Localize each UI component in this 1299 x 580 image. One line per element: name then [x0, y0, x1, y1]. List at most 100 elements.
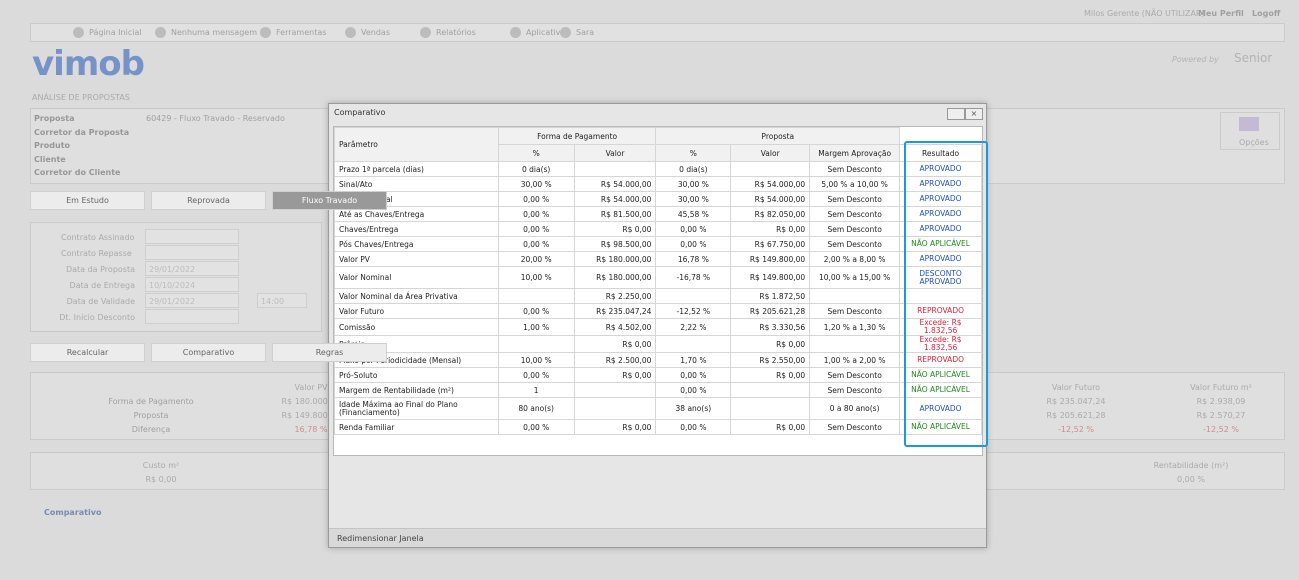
- value-cell: 0,00 %: [655, 382, 732, 398]
- value-cell: 38 ano(s): [655, 397, 732, 420]
- action-button[interactable]: Regras: [272, 343, 387, 362]
- param-cell: Valor Nominal da Área Privativa: [334, 288, 499, 304]
- value-cell: 1,20 % a 1,30 %: [809, 318, 901, 336]
- value-cell: 2,22 %: [655, 318, 732, 336]
- action-button[interactable]: Recalcular: [30, 343, 145, 362]
- filter-label: Data de Validade: [66, 297, 135, 306]
- value-cell: 0,00 %: [655, 221, 732, 237]
- filter-input[interactable]: [145, 245, 239, 260]
- value-cell: R$ 54.000,00: [730, 191, 811, 207]
- filter-input[interactable]: 29/01/2022: [145, 293, 239, 308]
- summary-value: R$ 235.047,24: [1046, 397, 1106, 406]
- menu-item[interactable]: Nenhuma mensagem: [171, 28, 258, 37]
- filter-input[interactable]: [145, 229, 239, 244]
- value-cell: 0,00 %: [497, 236, 575, 252]
- maximize-button[interactable]: [947, 108, 965, 120]
- menu-item[interactable]: Vendas: [361, 28, 390, 37]
- resize-label[interactable]: Redimensionar Janela: [337, 534, 424, 543]
- table-row: Valor Nominal da Área Privativa R$ 2.250,…: [334, 288, 982, 304]
- menu-item[interactable]: Relatórios: [436, 28, 476, 37]
- value-cell: 45,58 %: [655, 206, 732, 222]
- value-cell: R$ 0,00: [730, 419, 811, 435]
- value-cell: Sem Desconto: [809, 419, 901, 435]
- menu-item[interactable]: Sara: [576, 28, 595, 37]
- summary-row-label: Diferença: [131, 425, 171, 434]
- summary-row-label: Proposta: [133, 411, 169, 420]
- profile-link[interactable]: Meu Perfil: [1198, 9, 1244, 18]
- action-button[interactable]: Comparativo: [151, 343, 266, 362]
- result-cell: Excede: R$ 1.832,56: [899, 318, 982, 336]
- table-row: Renda Familiar 0,00 % R$ 0,00 0,00 % R$ 0,00…: [334, 419, 982, 435]
- value-cell: 0,00 %: [497, 419, 575, 435]
- summary2-header: Rentabilidade (m²): [1153, 461, 1229, 470]
- filter-input[interactable]: 29/01/2022: [145, 261, 239, 276]
- value-cell: Sem Desconto: [809, 303, 901, 319]
- value-cell: [573, 382, 657, 398]
- summary-value: 16,78 %: [294, 425, 328, 434]
- tab[interactable]: Reprovada: [151, 191, 266, 210]
- logoff-link[interactable]: Logoff: [1252, 9, 1281, 18]
- summary-value: -12,52 %: [1058, 425, 1094, 434]
- value-cell: 0 a 80 ano(s): [809, 397, 901, 420]
- result-cell: APROVADO: [899, 251, 982, 267]
- value-cell: R$ 0,00: [573, 419, 657, 435]
- result-cell: NÃO APLICÁVEL: [899, 419, 982, 435]
- value-cell: R$ 2.250,00: [573, 288, 657, 304]
- tab[interactable]: Fluxo Travado: [272, 191, 387, 210]
- proposal-label: Corretor do Cliente: [34, 168, 121, 177]
- value-cell: R$ 1.872,50: [730, 288, 811, 304]
- comparativo-link[interactable]: Comparativo: [44, 508, 102, 517]
- value-cell: R$ 3.330,56: [730, 318, 811, 336]
- result-cell: Excede: R$ 1.832,56: [899, 335, 982, 353]
- value-cell: [730, 397, 811, 420]
- logo: vimob: [32, 44, 145, 84]
- table-row: Fluxo por Periodicidade (Mensal) 10,00 % R…: [334, 352, 982, 368]
- header-cell: Parâmetro: [334, 127, 499, 162]
- value-cell: Sem Desconto: [809, 367, 901, 383]
- value-cell: [497, 335, 575, 353]
- table-row: Margem de Rentabilidade (m²) 1 0,00 % Sem D…: [334, 382, 982, 398]
- value-cell: 0,00 %: [497, 191, 575, 207]
- value-cell: 0,00 %: [655, 236, 732, 252]
- options-button[interactable]: Opções: [1220, 112, 1280, 150]
- value-cell: R$ 2.550,00: [730, 352, 811, 368]
- summary-header: Valor Futuro: [1051, 383, 1101, 392]
- proposal-label: Proposta: [34, 114, 75, 123]
- table-row: Prazo 1ª parcela (dias) 0 dia(s) 0 dia(s) S…: [334, 161, 982, 177]
- value-cell: 20,00 %: [497, 251, 575, 267]
- value-cell: R$ 0,00: [573, 367, 657, 383]
- result-cell: APROVADO: [899, 161, 982, 177]
- value-cell: [809, 288, 901, 304]
- result-cell: NÃO APLICÁVEL: [899, 236, 982, 252]
- table-row: Comissão 1,00 % R$ 4.502,00 2,22 % R$ 3.330,…: [334, 318, 982, 336]
- result-cell: APROVADO: [899, 176, 982, 192]
- result-cell: REPROVADO: [899, 303, 982, 319]
- summary-value: R$ 180.000,00: [281, 397, 341, 406]
- header-row: % Valor% Valor Margem Aprovação Resultado: [335, 144, 982, 162]
- param-cell: Valor PV: [334, 251, 499, 267]
- filter-label: Data de Entrega: [69, 281, 135, 290]
- value-cell: R$ 54.000,00: [730, 176, 811, 192]
- menu-item[interactable]: Ferramentas: [276, 28, 327, 37]
- menu-icon: [510, 27, 521, 38]
- menu-item[interactable]: Página Inicial: [89, 28, 142, 37]
- menu-item[interactable]: Aplicativo: [526, 28, 566, 37]
- header-cell: Forma de Pagamento: [497, 127, 657, 145]
- filter-input[interactable]: 10/10/2024: [145, 277, 239, 292]
- vendor: Senior: [1234, 51, 1273, 65]
- summary-value: R$ 2.938,09: [1196, 397, 1246, 406]
- header-cell: %: [497, 144, 575, 162]
- value-cell: 0,00 %: [655, 367, 732, 383]
- result-cell: REPROVADO: [899, 352, 982, 368]
- close-button[interactable]: ×: [965, 108, 983, 120]
- value-cell: [730, 161, 811, 177]
- filter-input[interactable]: [145, 309, 239, 324]
- time-input[interactable]: 14:00: [257, 293, 307, 308]
- result-cell: APROVADO: [899, 397, 982, 420]
- value-cell: R$ 0,00: [730, 335, 811, 353]
- summary-row-label: Forma de Pagamento: [108, 397, 194, 406]
- tab[interactable]: Em Estudo: [30, 191, 145, 210]
- value-cell: R$ 180.000,00: [573, 251, 657, 267]
- table-container: Parâmetro Forma de Pagamento Proposta% Valo…: [333, 126, 988, 456]
